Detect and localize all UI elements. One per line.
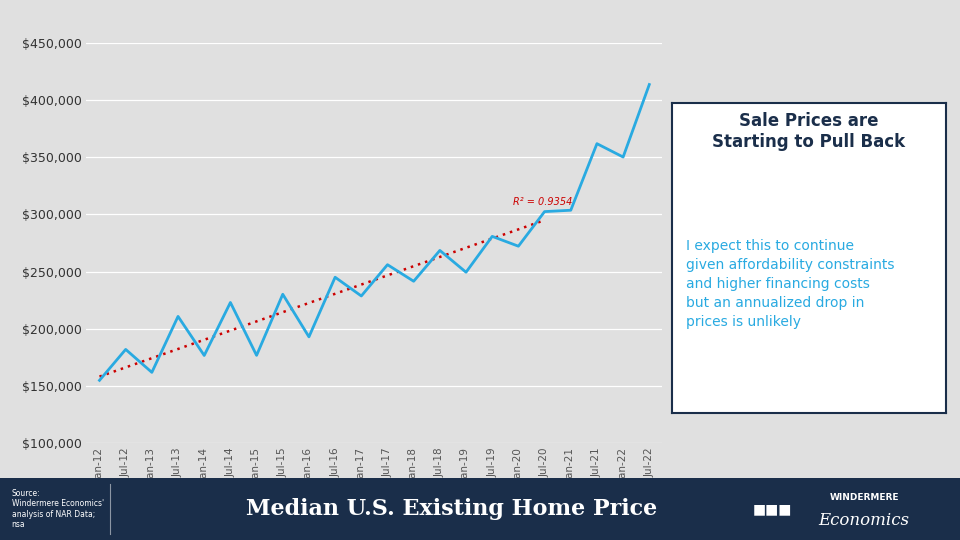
Text: WINDERMERE: WINDERMERE — [829, 493, 899, 502]
Text: Economics: Economics — [819, 511, 909, 529]
Text: I expect this to continue
given affordability constraints
and higher financing c: I expect this to continue given affordab… — [685, 239, 894, 329]
Text: R² = 0.9354: R² = 0.9354 — [514, 197, 572, 207]
Text: Median U.S. Existing Home Price: Median U.S. Existing Home Price — [246, 498, 657, 520]
Text: Source:
Windermere Economics'
analysis of NAR Data;
nsa: Source: Windermere Economics' analysis o… — [12, 489, 104, 529]
Text: Sale Prices are
Starting to Pull Back: Sale Prices are Starting to Pull Back — [712, 112, 905, 151]
Text: ■■■: ■■■ — [753, 502, 793, 516]
